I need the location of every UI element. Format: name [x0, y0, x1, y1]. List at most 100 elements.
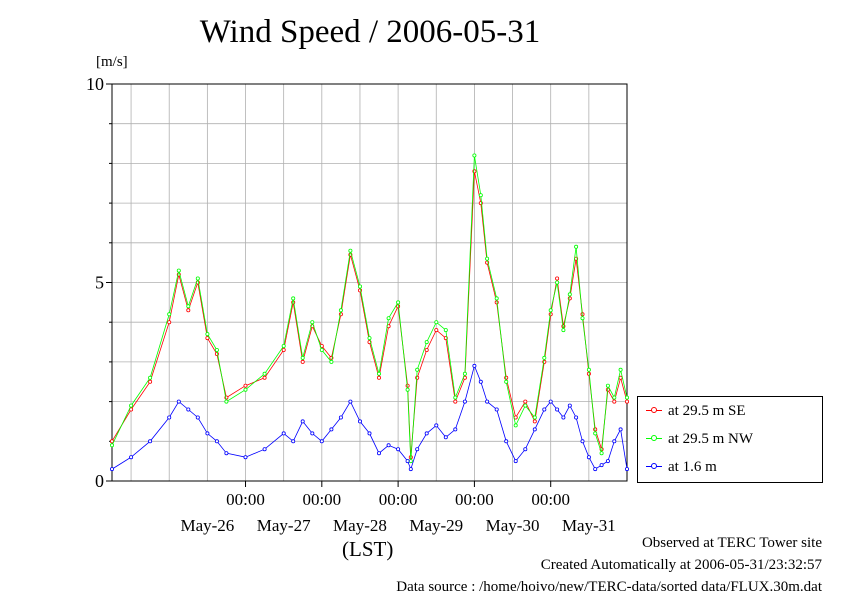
series-point-2	[542, 407, 547, 412]
series-point-1	[485, 256, 490, 261]
footer-observed: Observed at TERC Tower site	[641, 535, 822, 551]
series-point-1	[243, 387, 248, 392]
footer-source: Data source : /home/hoivo/new/TERC-data/…	[396, 579, 822, 595]
y-tick-label: 5	[95, 273, 104, 293]
series-point-2	[291, 439, 296, 444]
series-point-2	[148, 439, 153, 444]
series-point-2	[405, 459, 410, 464]
x-date-label: May-31	[562, 516, 616, 535]
series-point-2	[494, 407, 499, 412]
legend-marker-1-6m	[644, 457, 664, 477]
series-point-2	[472, 363, 477, 368]
series-point-2	[580, 439, 585, 444]
series-point-1	[504, 379, 509, 384]
series-point-2	[205, 431, 210, 436]
series-point-2	[176, 399, 181, 404]
series-point-1	[408, 459, 413, 464]
series-point-2	[167, 415, 172, 420]
x-time-label: 00:00	[531, 490, 570, 509]
series-point-0	[434, 328, 439, 333]
series-point-1	[129, 403, 134, 408]
series-point-1	[599, 451, 604, 456]
series-point-2	[612, 439, 617, 444]
legend-marker-nw	[644, 429, 664, 449]
series-point-0	[523, 399, 528, 404]
series-point-0	[186, 308, 191, 313]
series-point-2	[485, 399, 490, 404]
x-date-label: May-30	[486, 516, 540, 535]
series-point-2	[224, 451, 229, 456]
series-point-1	[224, 399, 229, 404]
series-point-2	[567, 403, 572, 408]
series-point-2	[434, 423, 439, 428]
series-point-1	[310, 320, 315, 325]
series-point-1	[580, 316, 585, 321]
series-point-2	[555, 407, 560, 412]
series-point-0	[453, 399, 458, 404]
x-time-label: 00:00	[379, 490, 418, 509]
series-point-2	[329, 427, 334, 432]
series-point-1	[574, 244, 579, 249]
series-point-0	[532, 419, 537, 424]
series-point-2	[367, 431, 372, 436]
series-point-1	[415, 367, 420, 372]
series-point-2	[443, 435, 448, 440]
series-point-2	[186, 407, 191, 412]
series-point-1	[586, 367, 591, 372]
series-point-1	[424, 340, 429, 345]
series-point-1	[176, 268, 181, 273]
series-point-2	[338, 415, 343, 420]
series-point-2	[310, 431, 315, 436]
series-point-1	[612, 395, 617, 400]
series-point-2	[243, 455, 248, 460]
series-point-1	[434, 320, 439, 325]
series-point-2	[504, 439, 509, 444]
y-tick-label: 10	[86, 74, 104, 94]
series-point-0	[625, 399, 630, 404]
series-point-0	[376, 375, 381, 380]
series-point-2	[386, 443, 391, 448]
series-point-1	[443, 328, 448, 333]
series-point-1	[329, 359, 334, 364]
series-point-0	[262, 375, 267, 380]
legend-marker-se	[644, 401, 664, 421]
series-point-0	[415, 375, 420, 380]
series-point-1	[376, 371, 381, 376]
series-point-2	[561, 415, 566, 420]
legend: at 29.5 m SE at 29.5 m NW at 1.6 m	[637, 396, 823, 483]
series-point-1	[593, 431, 598, 436]
series-point-1	[148, 375, 153, 380]
series-point-0	[612, 399, 617, 404]
series-point-1	[367, 336, 372, 341]
series-point-1	[281, 343, 286, 348]
series-point-1	[386, 316, 391, 321]
series-point-1	[291, 296, 296, 301]
series-point-2	[195, 415, 200, 420]
series-point-2	[574, 415, 579, 420]
series-point-2	[618, 427, 623, 432]
series-point-1	[478, 193, 483, 198]
series-point-2	[408, 467, 413, 472]
series-point-1	[300, 355, 305, 360]
series-point-0	[167, 320, 172, 325]
series-point-1	[561, 328, 566, 333]
series-point-2	[478, 379, 483, 384]
x-date-label: May-27	[257, 516, 311, 535]
series-point-2	[415, 447, 420, 452]
series-point-2	[593, 467, 598, 472]
series-point-2	[129, 455, 134, 460]
series-point-0	[148, 379, 153, 384]
series-point-0	[243, 383, 248, 388]
series-point-2	[453, 427, 458, 432]
series-line-2	[111, 364, 628, 471]
series-point-1	[513, 423, 518, 428]
series-point-1	[186, 304, 191, 309]
series-point-1	[532, 415, 537, 420]
series-point-1	[605, 383, 610, 388]
series-point-2	[357, 419, 362, 424]
series-point-2	[319, 439, 324, 444]
series-point-2	[396, 447, 401, 452]
series-point-2	[110, 467, 115, 472]
series-point-2	[462, 399, 467, 404]
